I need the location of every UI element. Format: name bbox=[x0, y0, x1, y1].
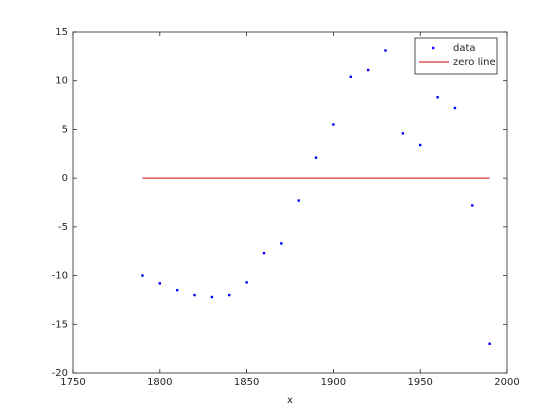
data-point bbox=[436, 96, 439, 99]
data-point bbox=[193, 293, 196, 297]
legend-label: zero line bbox=[453, 57, 496, 68]
y-tick-label: 5 bbox=[62, 124, 68, 135]
y-tick-label: 15 bbox=[55, 27, 68, 38]
y-tick-label: -10 bbox=[52, 271, 68, 282]
data-point bbox=[210, 295, 214, 299]
y-tick-label: -15 bbox=[52, 319, 68, 330]
y-tick-label: 10 bbox=[55, 76, 68, 87]
data-point bbox=[419, 143, 422, 147]
data-point bbox=[158, 282, 161, 285]
plot-area bbox=[72, 31, 508, 374]
data-point bbox=[297, 199, 300, 202]
data-point bbox=[245, 281, 248, 284]
data-point bbox=[262, 251, 266, 255]
data-point bbox=[141, 274, 144, 277]
legend-box bbox=[414, 37, 498, 75]
data-point bbox=[401, 132, 405, 135]
x-tick-label: 1850 bbox=[234, 377, 259, 388]
x-tick-label: 1950 bbox=[407, 377, 432, 388]
data-point bbox=[280, 242, 283, 245]
data-point bbox=[384, 49, 387, 52]
x-tick-label: 2000 bbox=[494, 377, 519, 388]
data-point bbox=[488, 342, 491, 345]
x-tick-label: 1800 bbox=[147, 377, 172, 388]
legend-label: data bbox=[453, 43, 476, 54]
y-tick-label: -20 bbox=[52, 368, 68, 379]
data-point bbox=[228, 293, 231, 297]
y-tick-label: -5 bbox=[58, 222, 68, 233]
x-axis-label: x bbox=[287, 395, 293, 406]
y-tick-label: 0 bbox=[62, 173, 68, 184]
data-point bbox=[314, 156, 318, 159]
legend-marker bbox=[432, 46, 435, 50]
data-point bbox=[471, 204, 474, 207]
data-point bbox=[366, 68, 370, 72]
data-point bbox=[453, 106, 457, 110]
x-tick-label: 1750 bbox=[60, 377, 85, 388]
x-tick-label: 1900 bbox=[321, 377, 346, 388]
data-point bbox=[349, 75, 352, 79]
data-point bbox=[332, 123, 335, 126]
data-point bbox=[175, 288, 179, 292]
